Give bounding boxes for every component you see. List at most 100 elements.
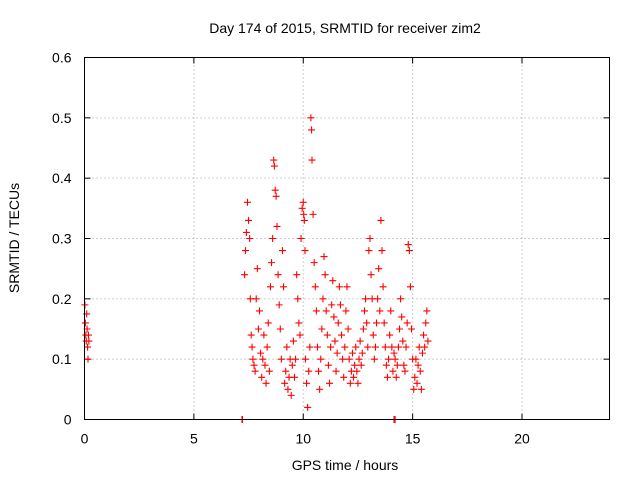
data-point — [280, 283, 288, 291]
data-point — [422, 319, 430, 327]
data-point — [353, 367, 361, 375]
data-point — [308, 156, 316, 164]
data-point — [319, 295, 327, 303]
data-point — [378, 247, 386, 255]
plot-frame — [84, 57, 610, 420]
data-point — [262, 379, 270, 387]
x-axis-label: GPS time / hours — [292, 457, 399, 473]
data-point — [85, 337, 93, 345]
data-point — [351, 361, 359, 369]
data-point — [265, 367, 273, 375]
data-point — [301, 355, 309, 363]
data-point — [288, 361, 296, 369]
data-point — [301, 247, 309, 255]
data-point — [348, 349, 356, 357]
data-point — [246, 295, 254, 303]
data-point — [357, 361, 365, 369]
data-point — [416, 367, 424, 375]
data-point — [373, 319, 381, 327]
data-point — [294, 295, 302, 303]
data-point — [396, 325, 403, 333]
data-points — [81, 114, 432, 423]
data-point — [356, 337, 364, 345]
data-point — [266, 283, 274, 291]
data-point — [364, 343, 372, 351]
data-point — [275, 301, 283, 309]
data-point — [361, 307, 368, 315]
data-point — [321, 271, 329, 279]
data-point — [394, 343, 402, 351]
data-point — [242, 247, 249, 255]
data-point — [328, 301, 336, 309]
y-tick-label: 0 — [64, 412, 72, 428]
y-axis-label: SRMTID / TECUs — [6, 183, 22, 293]
data-point — [423, 307, 431, 315]
data-point — [345, 355, 353, 363]
data-point — [397, 295, 405, 303]
data-point — [270, 156, 278, 164]
y-tick-label: 0.3 — [52, 231, 72, 247]
data-point — [341, 343, 349, 351]
data-point — [308, 126, 316, 134]
data-point — [303, 379, 311, 387]
data-point — [276, 325, 284, 333]
data-point — [377, 216, 385, 224]
data-point — [249, 355, 257, 363]
data-point — [375, 265, 383, 273]
data-point — [250, 361, 258, 369]
data-point — [260, 331, 268, 339]
x-tick-label: 5 — [190, 431, 198, 447]
data-point — [251, 367, 259, 375]
data-point — [277, 355, 285, 363]
data-point — [369, 331, 377, 339]
data-point — [343, 283, 351, 291]
y-tick-label: 0.1 — [52, 351, 72, 367]
data-point — [253, 265, 261, 273]
data-point — [247, 331, 255, 339]
data-point — [300, 210, 308, 218]
data-point — [339, 355, 347, 363]
data-point — [367, 271, 375, 279]
data-point — [387, 307, 395, 315]
data-point — [403, 319, 411, 327]
data-point — [338, 331, 346, 339]
grid — [84, 57, 610, 420]
data-point — [330, 313, 338, 321]
data-point — [393, 361, 401, 369]
data-point — [392, 373, 400, 381]
data-point — [264, 319, 272, 327]
data-point — [292, 355, 300, 363]
x-tick-label: 15 — [405, 431, 421, 447]
data-point — [248, 343, 256, 351]
data-point — [386, 331, 394, 339]
data-point — [318, 325, 326, 333]
data-point — [418, 349, 426, 357]
data-point — [411, 373, 419, 381]
data-point — [322, 307, 330, 315]
data-point — [366, 235, 374, 242]
data-point — [380, 319, 388, 327]
data-point — [313, 343, 321, 351]
data-point — [293, 271, 301, 279]
data-point — [273, 222, 281, 230]
data-point — [278, 247, 286, 255]
data-point — [412, 355, 420, 363]
y-tick-label: 0.5 — [52, 110, 72, 126]
data-point — [84, 355, 92, 363]
data-point — [331, 337, 339, 345]
data-point — [363, 319, 371, 327]
data-point — [424, 337, 432, 345]
data-point — [297, 235, 305, 242]
data-point — [344, 325, 352, 333]
data-point — [256, 307, 263, 315]
data-point — [383, 373, 391, 381]
data-point — [405, 247, 413, 255]
data-point — [385, 355, 393, 363]
data-point — [252, 295, 260, 303]
data-point — [410, 385, 418, 393]
data-point — [365, 247, 373, 255]
data-point — [281, 379, 289, 387]
data-point — [379, 283, 387, 291]
data-point — [336, 301, 344, 309]
